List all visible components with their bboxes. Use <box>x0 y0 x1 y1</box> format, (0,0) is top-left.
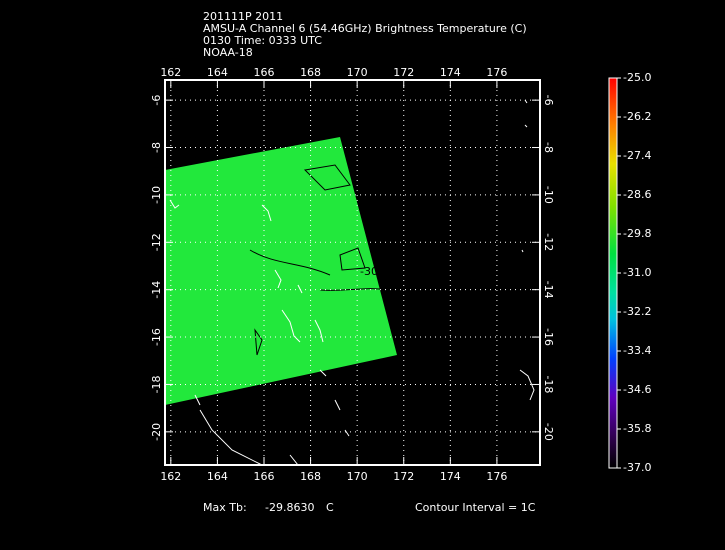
header: 201111P 2011 AMSU-A Channel 6 (54.46GHz)… <box>203 10 527 59</box>
lon-label: 170 <box>347 66 368 79</box>
lon-label: 164 <box>207 470 228 483</box>
colorbar-label: -29.8 <box>623 227 651 240</box>
footer-unit: C <box>326 501 334 514</box>
footer-value: -29.8630 <box>265 501 314 514</box>
lon-label: 162 <box>160 66 181 79</box>
lat-label: -10 <box>542 186 555 204</box>
lon-label: 176 <box>486 470 507 483</box>
lon-label: 176 <box>486 66 507 79</box>
colorbar-label: -26.2 <box>623 110 651 123</box>
colorbar-label: -31.0 <box>623 266 651 279</box>
colorbar-label: -33.4 <box>623 344 651 357</box>
map-content <box>165 99 535 465</box>
colorbar-label: -35.8 <box>623 422 651 435</box>
coastline <box>169 99 535 465</box>
colorbar-label: -28.6 <box>623 188 651 201</box>
lat-label: -14 <box>150 281 163 299</box>
lat-label: -8 <box>542 142 555 153</box>
lat-label: -12 <box>542 233 555 251</box>
lon-label: 162 <box>160 470 181 483</box>
header-line: NOAA-18 <box>203 46 253 59</box>
colorbar-label: -37.0 <box>623 461 651 474</box>
colorbar-label: -25.0 <box>623 71 651 84</box>
lat-label: -12 <box>150 233 163 251</box>
swath <box>165 137 397 405</box>
lat-label: -6 <box>542 95 555 106</box>
lon-label: 166 <box>253 470 274 483</box>
lon-label: 174 <box>440 470 461 483</box>
colorbar <box>608 77 618 469</box>
lon-label: 168 <box>300 66 321 79</box>
colorbar-label: -34.6 <box>623 383 651 396</box>
header-line: 201111P 2011 <box>203 10 283 23</box>
footer-contour: Contour Interval = 1C <box>415 501 536 514</box>
lat-label: -18 <box>150 375 163 393</box>
lat-label: -16 <box>542 328 555 346</box>
lon-label: 164 <box>207 66 228 79</box>
header-line: AMSU-A Channel 6 (54.46GHz) Brightness T… <box>203 22 527 35</box>
footer-label: Max Tb: <box>203 501 247 514</box>
colorbar-label: -27.4 <box>623 149 651 162</box>
colorbar-label: -32.2 <box>623 305 651 318</box>
lon-label: 168 <box>300 470 321 483</box>
lon-label: 174 <box>440 66 461 79</box>
lon-label: 166 <box>253 66 274 79</box>
lat-label: -20 <box>150 423 163 441</box>
lat-label: -6 <box>150 95 163 106</box>
lat-label: -14 <box>542 281 555 299</box>
map-frame <box>164 79 541 466</box>
lat-label: -20 <box>542 423 555 441</box>
lat-label: -10 <box>150 186 163 204</box>
contour-label: -30 <box>360 265 378 278</box>
lon-label: 172 <box>393 470 414 483</box>
lat-label: -16 <box>150 328 163 346</box>
lat-label: -18 <box>542 375 555 393</box>
lat-label: -8 <box>150 142 163 153</box>
lon-label: 172 <box>393 66 414 79</box>
header-line: 0130 Time: 0333 UTC <box>203 34 322 47</box>
lon-label: 170 <box>347 470 368 483</box>
contours <box>249 164 386 356</box>
footer: Max Tb: -29.8630 C Contour Interval = 1C <box>203 501 536 514</box>
